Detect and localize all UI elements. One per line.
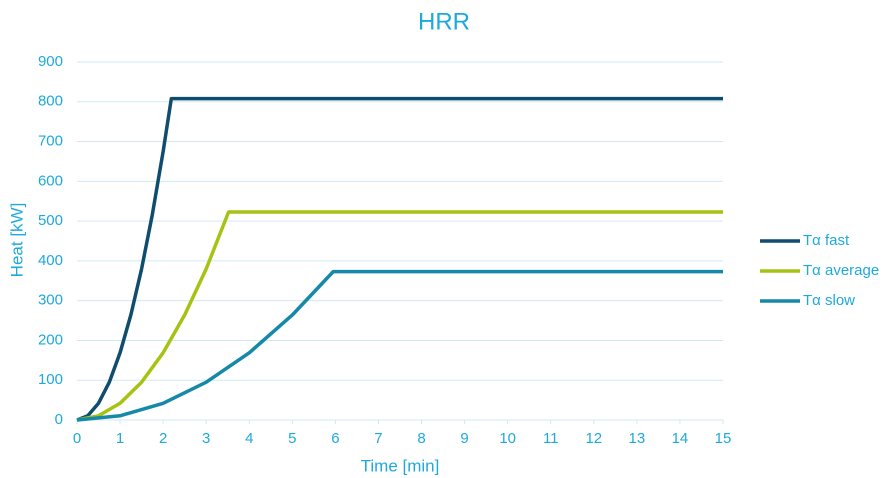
y-tick-label: 600	[38, 172, 63, 189]
x-tick-label: 10	[499, 430, 516, 447]
x-tick-label: 3	[202, 430, 210, 447]
y-axis-label: Heat [kW]	[7, 203, 26, 278]
x-tick-label: 13	[629, 430, 646, 447]
x-tick-label: 9	[460, 430, 468, 447]
line-series	[76, 96, 723, 422]
y-tick-label: 400	[38, 252, 63, 269]
y-tick-label: 300	[38, 292, 63, 309]
x-tick-label: 12	[585, 430, 602, 447]
x-tick-label: 15	[715, 430, 732, 447]
chart-title: HRR	[418, 8, 470, 35]
y-tick-label: 800	[38, 93, 63, 110]
x-tick-label: 11	[543, 430, 559, 447]
x-tick-label: 7	[374, 430, 382, 447]
x-tick-label: 2	[159, 430, 167, 447]
y-tick-label: 200	[38, 331, 63, 348]
y-tick-label: 500	[38, 212, 63, 229]
x-tick-label: 4	[245, 430, 253, 447]
line-series	[76, 269, 723, 422]
x-axis-label: Time [min]	[361, 456, 440, 475]
y-tick-label: 0	[55, 411, 63, 428]
y-tick-label: 100	[38, 371, 63, 388]
x-tick-label: 14	[672, 430, 689, 447]
x-tick-label: 8	[417, 430, 425, 447]
x-tick-label: 0	[73, 430, 81, 447]
x-tick-label: 1	[116, 430, 124, 447]
y-tick-label: 900	[38, 53, 63, 70]
legend-label: Tα fast	[803, 232, 850, 249]
line-series	[76, 210, 723, 422]
x-tick-label: 5	[288, 430, 296, 447]
x-tick-label: 6	[331, 430, 339, 447]
legend-label: Tα average	[803, 262, 879, 279]
legend-label: Tα slow	[803, 292, 855, 309]
y-tick-label: 700	[38, 133, 63, 150]
